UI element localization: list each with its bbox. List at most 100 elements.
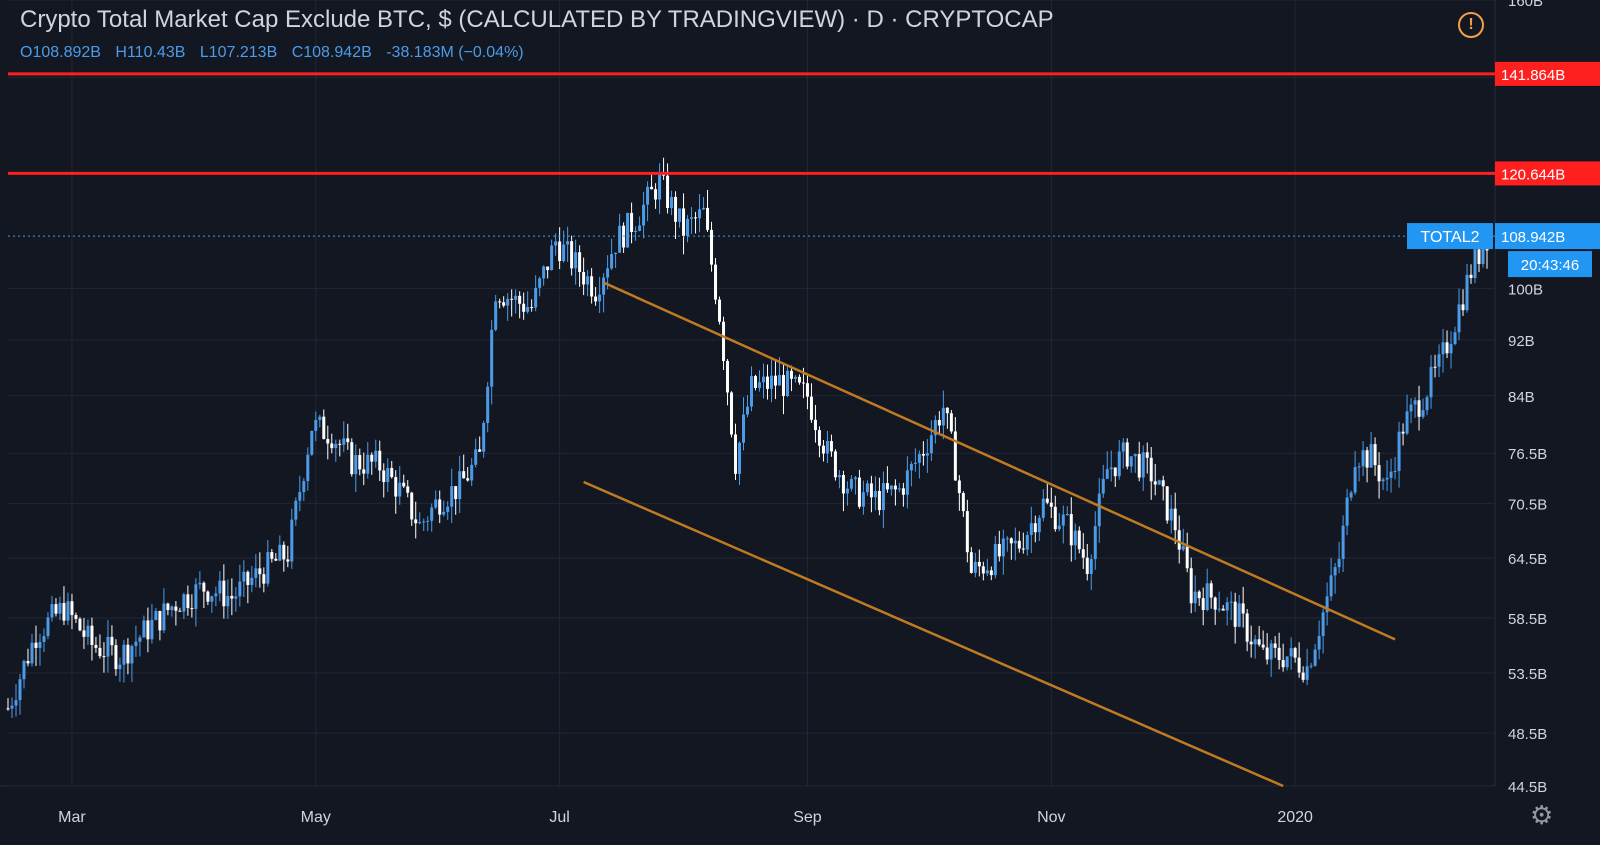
candle-body (1269, 643, 1273, 660)
candle-body (1149, 457, 1153, 482)
candle-body (258, 568, 262, 575)
candle-body (1425, 397, 1429, 411)
candle-body (1189, 568, 1193, 604)
candle-body (829, 441, 833, 452)
candle-body (1285, 656, 1289, 668)
candle-body (1329, 575, 1333, 597)
candle-body (134, 641, 138, 646)
ohlc-change: -38.183M (−0.04%) (386, 44, 524, 61)
y-tick-label: 53.5B (1508, 666, 1547, 683)
candle-body (825, 441, 829, 454)
candle-body (170, 606, 174, 611)
candle-body (809, 396, 813, 420)
candle-body (1113, 467, 1117, 477)
candle-body (686, 218, 690, 236)
candle-body (1453, 332, 1457, 345)
candle-body (1109, 467, 1113, 470)
candle-body (881, 483, 885, 511)
candle-body (1429, 366, 1433, 398)
candle-body (734, 434, 738, 474)
candle-body (326, 438, 330, 444)
candle-body (1345, 497, 1349, 526)
candle-body (750, 376, 753, 407)
candle-body (1325, 596, 1329, 613)
candle-body (853, 477, 857, 480)
candle-body (478, 449, 482, 452)
candle-body (710, 229, 714, 265)
candle-body (1241, 603, 1245, 614)
candle-body (730, 392, 734, 435)
candle-body (638, 225, 642, 231)
candle-body (490, 329, 494, 387)
candle-body (306, 454, 310, 482)
candle-body (1085, 557, 1089, 574)
candle-body (42, 636, 46, 642)
candle-body (530, 307, 534, 309)
candle-body (1169, 508, 1173, 521)
candle-body (1253, 639, 1257, 645)
candle-body (86, 625, 90, 637)
candle-body (362, 469, 366, 474)
candle-body (1237, 603, 1241, 627)
candle-body (338, 443, 342, 445)
candle-body (969, 552, 973, 573)
candle-body (178, 610, 182, 612)
candle-body (1001, 538, 1005, 557)
ohlc-open: O108.892B (20, 44, 101, 61)
candle-body (254, 568, 258, 578)
candle-body (82, 630, 86, 637)
candle-body (394, 477, 398, 497)
candle-body (993, 544, 997, 576)
candle-body (22, 660, 26, 680)
candle-body (1229, 601, 1233, 603)
candle-body (470, 464, 474, 481)
candle-body (610, 254, 614, 269)
candle-body (262, 574, 266, 584)
candle-body (438, 499, 442, 515)
candle-body (753, 376, 757, 389)
countdown-tag (1508, 251, 1592, 278)
candle-body (885, 483, 889, 490)
candle-body (322, 416, 326, 439)
ohlc-close: C108.942B (291, 44, 372, 61)
candle-body (6, 708, 10, 710)
candle-body (985, 570, 989, 574)
candle-body (246, 571, 250, 585)
candle-body (1377, 465, 1381, 482)
candle-body (1349, 492, 1353, 498)
candle-body (945, 407, 949, 414)
candle-body (430, 507, 434, 521)
candle-body (626, 212, 630, 248)
candle-body (1365, 450, 1369, 468)
candle-body (841, 474, 845, 494)
candle-body (678, 208, 682, 222)
x-tick-label: Jul (549, 809, 569, 826)
candle-body (110, 636, 114, 646)
chart-title: Crypto Total Market Cap Exclude BTC, $ (… (20, 6, 1054, 33)
candle-body (1257, 639, 1261, 645)
candle-body (294, 500, 298, 520)
candle-body (833, 451, 837, 478)
gear-icon[interactable]: ⚙ (1530, 800, 1554, 830)
candle-body (1161, 480, 1165, 487)
candle-body (494, 301, 498, 330)
candle-body (50, 604, 54, 618)
candle-body (1297, 657, 1301, 673)
current-price-label: 108.942B (1501, 229, 1565, 246)
candle-body (414, 519, 418, 524)
candle-body (1041, 498, 1045, 518)
info-circle-icon[interactable]: ! (1458, 12, 1484, 38)
candle-body (805, 383, 809, 397)
candle-body (1321, 612, 1325, 637)
y-tick-label: 92B (1508, 333, 1535, 350)
candle-body (973, 561, 977, 573)
candle-body (1009, 538, 1013, 544)
candle-body (406, 486, 410, 493)
candle-body (1193, 591, 1197, 604)
candle-body (1221, 608, 1225, 611)
candle-body (502, 302, 506, 306)
candle-body (1273, 643, 1277, 648)
candle-body (534, 287, 538, 308)
